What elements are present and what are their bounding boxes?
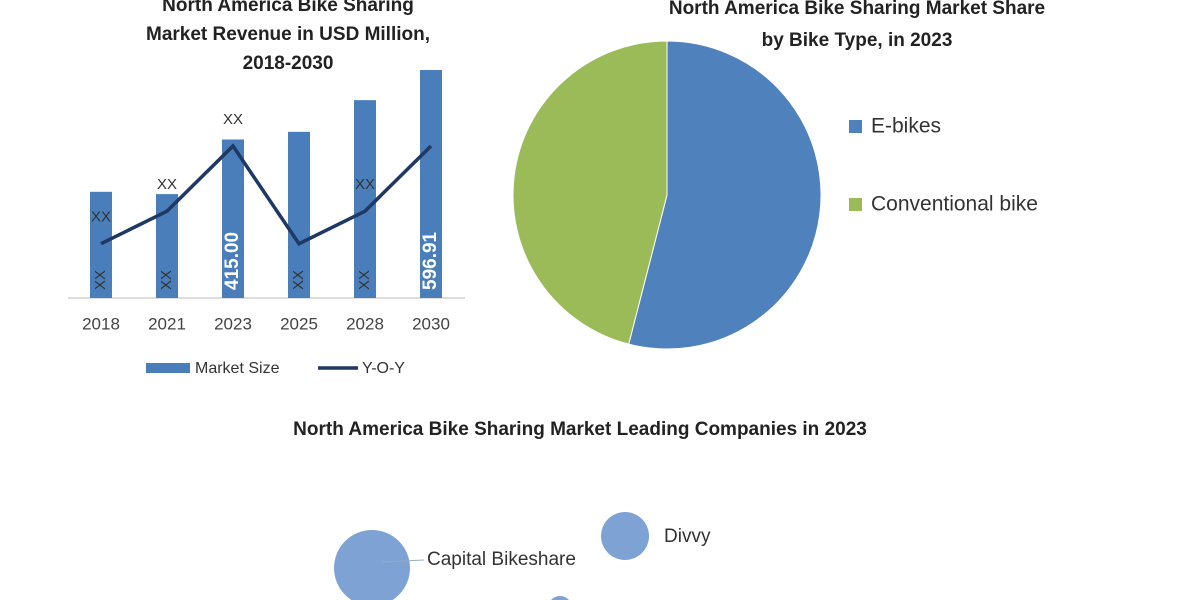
- x-tick-label: 2023: [214, 314, 252, 333]
- pie-slice: [512, 40, 668, 345]
- bubble: [551, 596, 569, 600]
- pie-slice: [628, 40, 822, 350]
- bar-label: XX: [158, 270, 175, 290]
- chart-title: North America Bike Sharing Market Share: [669, 0, 1045, 19]
- legend-swatch: [849, 198, 862, 211]
- legend-label: Conventional bike: [871, 193, 1038, 216]
- legend-swatch: [849, 120, 862, 133]
- chart-title: by Bike Type, in 2023: [762, 30, 953, 51]
- bar-label: XX: [92, 270, 109, 290]
- x-tick-label: 2028: [346, 314, 384, 333]
- line-label: XX: [223, 111, 243, 128]
- bubble-label: Capital Bikeshare: [427, 549, 576, 570]
- bar-label: 596.91: [420, 231, 441, 290]
- legend-swatch: [146, 363, 190, 373]
- bubble: [601, 512, 649, 560]
- bar: [420, 70, 442, 298]
- bar: [222, 139, 244, 298]
- legend-label: E-bikes: [871, 115, 941, 138]
- chart-title: Market Revenue in USD Million,: [146, 24, 430, 45]
- bar: [156, 194, 178, 298]
- bubble: [334, 530, 410, 600]
- bar-label: 415.00: [222, 232, 243, 290]
- legend-label: Y-O-Y: [362, 360, 405, 377]
- bubble-label: Divvy: [664, 526, 711, 547]
- x-tick-label: 2021: [148, 314, 186, 333]
- bar: [288, 131, 310, 298]
- bar: [354, 100, 376, 299]
- bar: [90, 191, 112, 298]
- x-tick-label: 2030: [412, 314, 450, 333]
- x-tick-label: 2025: [280, 314, 318, 333]
- panel-title: North America Bike Sharing Market Leadin…: [293, 419, 867, 440]
- line-label: XX: [157, 176, 177, 193]
- connector: [381, 559, 425, 563]
- bar-label: XX: [356, 270, 373, 290]
- x-tick-label: 2018: [82, 314, 120, 333]
- legend-label: Market Size: [195, 360, 280, 377]
- line-label: XX: [355, 176, 375, 193]
- line: [100, 143, 433, 246]
- chart-title: North America Bike Sharing: [162, 0, 414, 16]
- line-label: XX: [91, 209, 111, 226]
- bar-label: XX: [290, 270, 307, 290]
- chart-title: 2018-2030: [243, 53, 334, 74]
